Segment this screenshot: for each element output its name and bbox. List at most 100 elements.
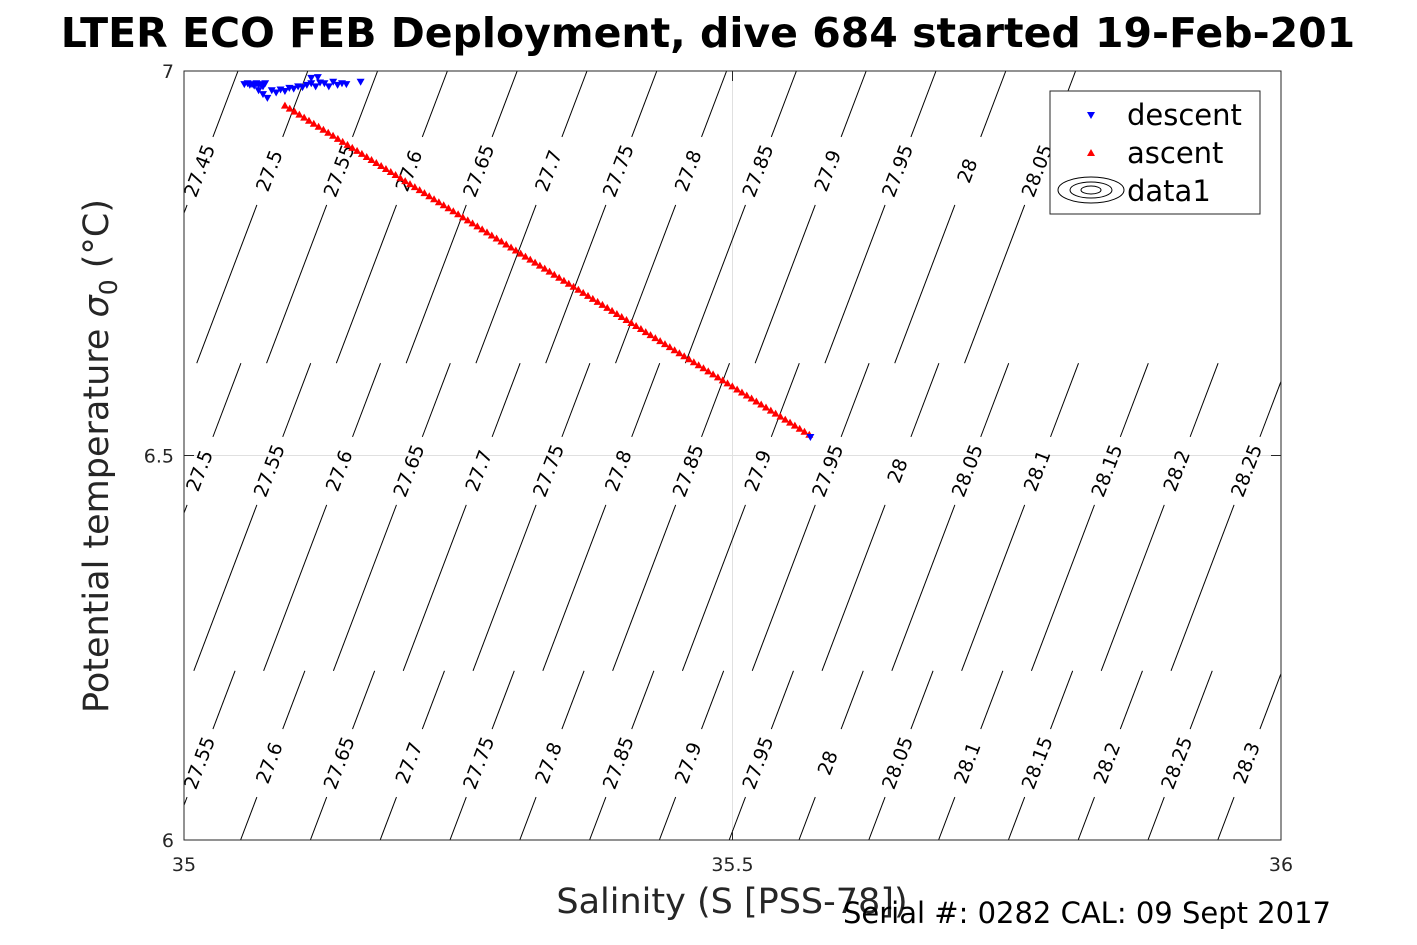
ascent-point	[468, 219, 477, 227]
ascent-point	[583, 291, 592, 299]
ascent-point	[280, 101, 289, 109]
ascent-point	[608, 306, 617, 314]
ascent-point	[574, 285, 583, 293]
descent-point	[307, 74, 316, 82]
isopycnal-line	[631, 363, 661, 438]
isopycnal-line	[615, 204, 677, 364]
isopycnal-line	[631, 71, 658, 138]
isopycnal-line	[449, 796, 467, 840]
ascent-point	[747, 394, 756, 402]
isopycnal-line	[1259, 672, 1281, 730]
ascent-point	[324, 128, 333, 136]
ascent-point	[588, 294, 597, 302]
isopycnal-line	[405, 204, 467, 364]
ascent-point	[396, 174, 405, 182]
isopycnal-line	[980, 670, 1004, 730]
ascent-point	[636, 325, 645, 333]
ascent-point	[704, 367, 713, 375]
descent-point	[263, 94, 272, 102]
ascent-point	[482, 228, 491, 236]
descent-point	[298, 84, 307, 92]
isopycnal-line	[184, 204, 188, 215]
ascent-point	[641, 328, 650, 336]
ascent-point	[367, 155, 376, 163]
ascent-point	[593, 297, 602, 305]
legend-contour-icon	[1057, 176, 1125, 204]
ascent-point	[348, 143, 357, 151]
ascent-point	[694, 361, 703, 369]
ascent-point	[343, 140, 352, 148]
ascent-point	[463, 216, 472, 224]
y-tick-label: 6.5	[144, 446, 174, 468]
y-axis-label-unit: (°C)	[77, 199, 117, 279]
ascent-point	[333, 134, 342, 142]
x-tick-label: 35	[172, 854, 196, 876]
isopycnal-line	[1050, 363, 1079, 438]
isopycnal-line	[1217, 796, 1235, 840]
legend-ascent-label: ascent	[1127, 136, 1223, 170]
ascent-point	[723, 379, 732, 387]
ascent-point	[603, 303, 612, 311]
isopycnal-line	[701, 71, 728, 138]
isopycnal-line	[910, 363, 940, 438]
isopycnal-line	[891, 504, 956, 671]
isopycnal-line	[266, 204, 328, 364]
ascent-point	[386, 168, 395, 176]
ascent-point	[425, 192, 434, 200]
ascent-point	[795, 424, 804, 432]
isopycnal-line	[282, 363, 312, 438]
ascent-point	[353, 146, 362, 154]
isopycnal-line	[421, 71, 448, 138]
y-axis-label-subscript: 0	[94, 279, 123, 295]
ascent-point	[761, 403, 770, 411]
descent-point	[311, 83, 320, 91]
ascent-point	[752, 397, 761, 405]
ascent-point	[632, 322, 641, 330]
isopycnal-line	[421, 670, 445, 730]
isopycnal-line	[282, 670, 306, 730]
ascent-point	[656, 337, 665, 345]
ascent-point	[742, 391, 751, 399]
isopycnal-line	[1119, 670, 1143, 730]
x-tick-label: 35.5	[711, 854, 753, 876]
isopycnal-line	[798, 796, 816, 840]
isopycnal-line	[821, 504, 886, 671]
ascent-point	[516, 249, 525, 257]
isopycnal-line	[352, 363, 381, 438]
ascent-point	[406, 180, 415, 188]
descent-point	[302, 81, 311, 89]
x-axis-label: Salinity (S [PSS-78])	[556, 882, 907, 922]
isopycnal-line	[1189, 670, 1213, 730]
ascent-point	[680, 352, 689, 360]
isopycnal-line	[770, 363, 800, 438]
isopycnal-line	[309, 796, 328, 840]
ascent-point	[319, 125, 328, 133]
isopycnal-line	[770, 71, 797, 138]
isopycnal-line	[1100, 504, 1165, 671]
isopycnal-line	[684, 204, 746, 364]
legend: descent ascent data1	[1049, 90, 1261, 215]
isopycnal-line	[910, 71, 937, 138]
ascent-point	[617, 312, 626, 320]
ascent-point	[689, 358, 698, 366]
isopycnal-line	[840, 71, 867, 138]
isopycnal-line	[263, 504, 328, 671]
ascent-point	[660, 340, 669, 348]
ascent-point	[434, 198, 443, 206]
ascent-point	[492, 234, 501, 242]
isopycnal-line	[212, 71, 239, 138]
serial-cal-footer: Serial #: 0282 CAL: 09 Sept 2017	[843, 896, 1331, 930]
legend-data1-label: data1	[1127, 174, 1211, 208]
ascent-point	[545, 267, 554, 275]
isopycnal-line	[421, 363, 451, 438]
isopycnal-line	[1050, 670, 1074, 730]
axis-ticks: 35 35.5 36 6 6.5 7	[144, 61, 1293, 876]
y-axis-label-sigma: σ	[77, 293, 117, 317]
ascent-point	[612, 309, 621, 317]
ascent-point	[675, 349, 684, 357]
ascent-point	[737, 388, 746, 396]
ascent-point	[776, 412, 785, 420]
isopycnal-line	[335, 204, 397, 364]
ascent-point	[627, 319, 636, 327]
isopycnal-line	[332, 504, 397, 671]
